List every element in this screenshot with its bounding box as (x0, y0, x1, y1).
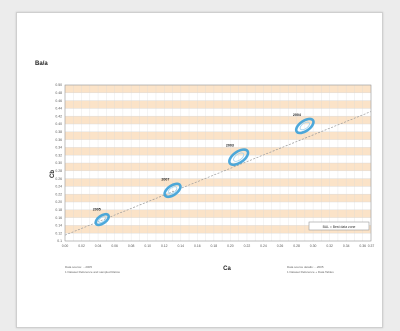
cluster-label: 2007 (161, 178, 169, 182)
figure-page: Ba/a Cb Ca 0.1 0.12 0.14 0.16 0.18 0.20 0.22 0.… (16, 12, 383, 328)
cluster-inner-ring (167, 186, 178, 195)
x-tick-label: 0.06 (111, 244, 118, 248)
y-tick-label: 0.12 (55, 231, 62, 235)
footnote-left: Data source: ...2005 1 Dataset Reference… (65, 265, 120, 274)
footnote-left-line-2: 1 Dataset Reference and sampled Ratios (65, 270, 120, 274)
cluster-ring (228, 148, 250, 167)
y-tick-label: 0.24 (55, 185, 62, 189)
x-tick-label: 0.18 (211, 244, 218, 248)
x-axis-label: Ca (223, 266, 231, 272)
y-tick-label: 0.42 (55, 114, 62, 118)
x-tick-label: 0.14 (177, 244, 184, 248)
y-tick-label: 0.20 (55, 200, 62, 204)
cluster-inner-ring (233, 152, 245, 162)
footnote-right: Data source details: ...2005 1 Dataset R… (287, 265, 334, 274)
y-tick-label: 0.14 (55, 224, 62, 228)
y-tick-label: 0.40 (55, 122, 62, 126)
cluster-label: 2004 (293, 113, 301, 117)
cluster-inner-ring (299, 121, 310, 131)
x-tick-label: 0.28 (293, 244, 300, 248)
y-tick-label: 0.16 (55, 216, 62, 220)
x-tick-label: 0.24 (260, 244, 267, 248)
chart: Ba/a Cb Ca 0.10.120.140.160.180.200.220.… (35, 61, 374, 274)
x-tick-label: 0.02 (78, 244, 85, 248)
x-tick-label: 0.08 (128, 244, 135, 248)
y-tick-label: 0.1 (57, 239, 62, 243)
band-stripe (65, 178, 371, 187)
y-axis-label: Cb (50, 170, 56, 178)
band-stripe (65, 194, 371, 202)
x-tick-label: 0.37 (368, 244, 375, 248)
x-tick-label: 0.04 (95, 244, 102, 248)
y-tick-label: 0.18 (55, 208, 62, 212)
x-tick-label: 0.20 (227, 244, 234, 248)
legend-text: BAL = Best data zone (323, 225, 356, 229)
plot-area: 0.1 0.12 0.14 0.16 0.18 0.20 0.22 0.24 0.26 0.28 0… (55, 83, 374, 248)
band-stripe (65, 209, 371, 218)
y-tick-label: 0.36 (55, 138, 62, 142)
x-tick-label: 0.36 (359, 244, 366, 248)
band-stripe (65, 147, 371, 156)
legend-box: BAL = Best data zone (308, 221, 370, 231)
cluster-ring (163, 182, 182, 199)
y-tick-label: 0.44 (55, 107, 62, 111)
y-tick-label: 0.46 (55, 99, 62, 103)
x-tick-label: 0.32 (326, 244, 333, 248)
cluster-ring (294, 117, 315, 135)
cluster-ring (94, 212, 111, 227)
cluster-inner-ring (98, 216, 107, 223)
cluster-label: 2005 (93, 208, 101, 212)
x-tick-label: 0.30 (310, 244, 317, 248)
y-tick-label: 0.30 (55, 161, 62, 165)
y-tick-label: 0.22 (55, 192, 62, 196)
x-tick-label: 0.16 (194, 244, 201, 248)
band-stripe (65, 163, 371, 171)
x-tick-label: 0.00 (62, 244, 69, 248)
y-tick-label: 0.28 (55, 169, 62, 173)
x-tick-label: 0.22 (244, 244, 251, 248)
band-stripe (65, 85, 371, 93)
footnote-right-line-1: Data source details: ...2005 (287, 265, 324, 269)
trend-line (64, 111, 372, 236)
footnote-right-line-2: 1 Dataset Reference + Data Tables (287, 270, 334, 274)
y-tick-label: 0.50 (55, 83, 62, 87)
x-tick-label: 0.26 (277, 244, 284, 248)
plot-frame (64, 84, 372, 242)
band-stripe (65, 116, 371, 124)
x-tick-label: 0.34 (343, 244, 350, 248)
cluster-label: 2003 (226, 144, 234, 148)
band-stripe (65, 100, 371, 109)
chart-title: Ba/a (35, 61, 48, 67)
x-tick-label: 0.12 (161, 244, 168, 248)
y-tick-label: 0.26 (55, 177, 62, 181)
band-stripe (65, 225, 371, 234)
y-tick-label: 0.32 (55, 153, 62, 157)
y-tick-label: 0.48 (55, 91, 62, 95)
footnote-left-line-1: Data source: ...2005 (65, 265, 92, 269)
x-tick-label: 0.10 (144, 244, 151, 248)
band-stripe (65, 131, 371, 140)
y-tick-label: 0.34 (55, 146, 62, 150)
y-tick-label: 0.38 (55, 130, 62, 134)
